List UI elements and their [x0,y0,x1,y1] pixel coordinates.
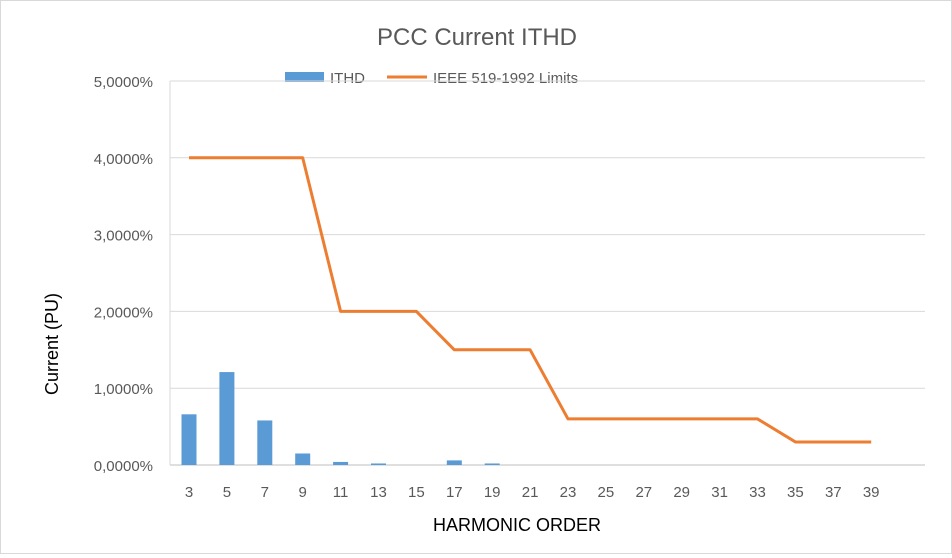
x-tick-label: 29 [673,484,690,501]
x-tick-label: 9 [299,484,307,501]
x-tick-label: 19 [484,484,501,501]
x-tick-label: 15 [408,484,425,501]
legend-label-limits: IEEE 519-1992 Limits [433,70,578,87]
x-tick-label: 17 [446,484,463,501]
x-tick-label: 5 [223,484,231,501]
bar [219,372,235,465]
limits-line [189,156,872,444]
legend-swatch-ithd [285,72,324,82]
x-tick-label: 35 [787,484,804,501]
bar [446,460,462,465]
y-tick-label: 3,0000% [94,228,153,245]
x-axis-label: HARMONIC ORDER [433,515,601,535]
x-tick-label: 31 [711,484,728,501]
bar [333,461,349,465]
bar [181,414,197,465]
bar-series-ithd [181,372,500,465]
legend: ITHD IEEE 519-1992 Limits [285,70,578,87]
x-tick-labels: 3 5 7 9 11 13 15 17 19 21 23 25 27 29 31 33 35 37 39 [185,484,880,501]
bar [295,453,311,465]
line-series-limits [189,156,872,444]
bar [484,463,500,465]
x-tick-label: 3 [185,484,193,501]
x-tick-label: 21 [522,484,539,501]
x-tick-label: 23 [560,484,577,501]
x-tick-label: 7 [261,484,269,501]
x-tick-label: 37 [825,484,842,501]
y-tick-label: 4,0000% [94,151,153,168]
x-tick-label: 39 [863,484,880,501]
chart-title: PCC Current ITHD [377,24,577,51]
bar [371,463,386,465]
x-tick-label: 13 [370,484,387,501]
y-axis-label: Current (PU) [42,293,62,395]
bar [257,420,273,465]
legend-label-ithd: ITHD [330,70,365,87]
x-tick-label: 11 [333,484,349,501]
gridlines [169,80,925,466]
y-tick-label: 2,0000% [94,304,153,321]
x-tick-label: 25 [598,484,615,501]
y-tick-label: 5,0000% [94,74,153,91]
x-tick-label: 33 [749,484,766,501]
y-tick-label: 1,0000% [94,381,153,398]
y-tick-labels: 0,0000% 1,0000% 2,0000% 3,0000% 4,0000% 5,000… [94,74,153,475]
y-tick-label: 0,0000% [94,458,153,475]
x-tick-label: 27 [635,484,652,501]
